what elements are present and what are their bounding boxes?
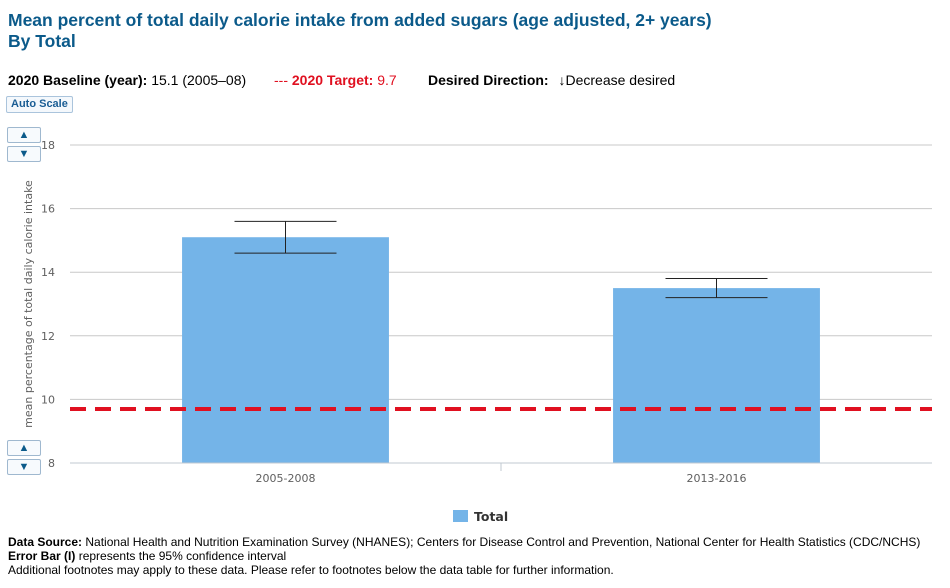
baseline-info: 2020 Baseline (year): 15.1 (2005–08) (8, 72, 246, 88)
arrow-up-icon: ▲ (18, 442, 30, 454)
y-axis-title: mean percentage of total daily calorie i… (22, 180, 35, 428)
chart-title: Mean percent of total daily calorie inta… (8, 10, 712, 30)
data-source-label: Data Source: (8, 535, 83, 549)
x-tick-label: 2013-2016 (687, 472, 747, 485)
error-bar-note: Error Bar (I) represents the 95% confide… (8, 549, 286, 563)
baseline-label: 2020 Baseline (year): (8, 72, 148, 88)
bar (182, 237, 389, 463)
auto-scale-button[interactable]: Auto Scale (6, 96, 73, 113)
target-info: --- 2020 Target: 9.7 (274, 72, 397, 88)
x-tick-label: 2005-2008 (256, 472, 316, 485)
arrow-down-icon: ▼ (18, 148, 30, 160)
data-source-text: National Health and Nutrition Examinatio… (85, 535, 921, 549)
y-tick-label: 18 (41, 139, 55, 152)
bar-chart: 8 10 12 14 16 18 mean percentage of total dail… (22, 139, 932, 524)
bar (613, 288, 820, 463)
y-tick-label: 12 (41, 330, 55, 343)
error-bar-label: Error Bar (I) (8, 549, 76, 563)
y-min-down-button[interactable]: ▼ (7, 459, 41, 475)
legend-swatch (453, 510, 468, 522)
y-tick-label: 16 (41, 203, 55, 216)
error-bar-text: represents the 95% confidence interval (78, 549, 287, 563)
target-marker: --- (274, 72, 288, 88)
y-tick-label: 10 (41, 393, 55, 406)
direction-label: Desired Direction: (428, 72, 549, 88)
footnote: Additional footnotes may apply to these … (8, 563, 614, 577)
y-min-up-button[interactable]: ▲ (7, 440, 41, 456)
baseline-value: 15.1 (2005–08) (151, 72, 247, 88)
direction-value: ↓Decrease desired (558, 72, 676, 88)
y-max-up-button[interactable]: ▲ (7, 127, 41, 143)
target-label: 2020 Target: (291, 72, 374, 88)
y-max-down-button[interactable]: ▼ (7, 146, 41, 162)
arrow-down-icon: ▼ (18, 461, 30, 473)
arrow-up-icon: ▲ (18, 129, 30, 141)
y-tick-label: 14 (41, 266, 55, 279)
chart-subtitle: By Total (8, 31, 76, 51)
legend-label: Total (474, 509, 508, 524)
y-tick-label: 8 (48, 457, 55, 470)
direction-info: Desired Direction: ↓Decrease desired (428, 72, 675, 88)
target-value: 9.7 (377, 72, 397, 88)
data-source: Data Source: National Health and Nutriti… (8, 535, 920, 549)
